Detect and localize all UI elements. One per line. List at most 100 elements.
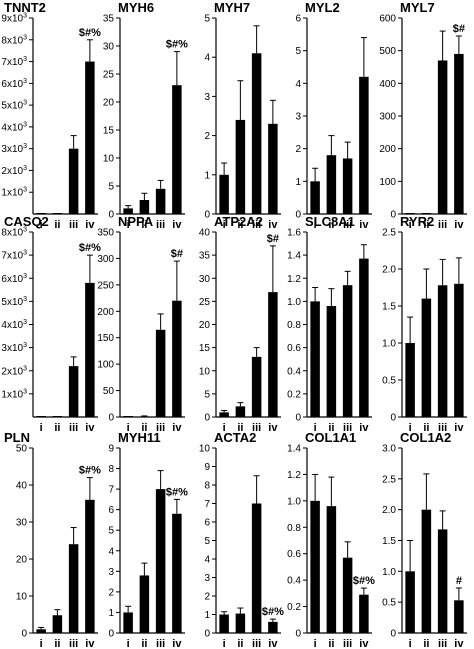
bar [219, 174, 229, 214]
y-tick-label: 40 [199, 228, 211, 239]
bar [172, 300, 182, 417]
bar [421, 509, 432, 633]
panel-title: MYH7 [214, 0, 250, 15]
y-tick-label: 0.2 [287, 389, 301, 400]
bar [437, 285, 448, 417]
y-tick-label: 1.2 [287, 274, 301, 285]
y-tick-label: 100 [379, 177, 396, 188]
y-tick-label: 30 [103, 42, 115, 53]
y-tick-exp: 3 [23, 121, 27, 128]
category-label: ii [141, 219, 147, 231]
y-tick-exp: 3 [23, 56, 27, 63]
y-tick-base: 3x10 [1, 144, 23, 155]
category-label: i [223, 422, 226, 434]
y-tick-label: 8x103 [1, 227, 27, 239]
panel-title: MYH6 [118, 0, 154, 15]
y-tick-base: 3x10 [1, 343, 23, 354]
category-label: iv [359, 219, 369, 231]
y-tick-label: 0.6 [287, 343, 301, 354]
panel-title: CASQ2 [4, 214, 49, 229]
y-tick-label: 0.6 [287, 549, 301, 560]
y-tick-label: 5 [204, 14, 210, 25]
category-label: iv [359, 422, 369, 434]
y-tick-label: 3 [108, 567, 114, 578]
category-label: iv [172, 422, 182, 434]
y-tick-label: 0.5 [382, 376, 396, 387]
y-tick-label: 3 [204, 92, 210, 103]
bar [251, 53, 262, 214]
significance-label: # [456, 575, 462, 587]
y-tick-base: 2x10 [1, 366, 23, 377]
y-tick-label: 2 [204, 131, 210, 142]
bar [123, 416, 133, 417]
y-tick-label: 0 [21, 629, 27, 640]
y-tick-base: 4x10 [1, 320, 23, 331]
category-label: iv [85, 638, 95, 649]
y-tick-label: 0.8 [287, 523, 301, 534]
panel-title: COL1A1 [305, 430, 356, 445]
bar [437, 60, 448, 214]
y-tick-label: 0 [108, 413, 114, 424]
y-tick-label: 0.4 [287, 576, 301, 587]
y-tick-label: 8x103 [1, 34, 27, 46]
bar [52, 416, 63, 417]
y-tick-base: 7x10 [1, 57, 23, 68]
y-tick-label: 8 [108, 464, 114, 475]
y-tick-label: 0 [390, 210, 396, 221]
y-tick-exp: 3 [23, 78, 27, 85]
y-tick-label: 100 [97, 360, 114, 371]
y-tick-label: 10 [103, 154, 115, 165]
bar [123, 208, 133, 214]
y-tick-label: 5 [108, 182, 114, 193]
y-tick-label: 2 [108, 587, 114, 598]
y-tick-label: 300 [379, 112, 396, 123]
panel-title: COL1A2 [400, 430, 451, 445]
y-tick-label: 9 [108, 444, 114, 455]
category-label: ii [328, 219, 334, 231]
y-tick-label: 20 [199, 320, 211, 331]
y-tick-label: 7x103 [1, 250, 27, 262]
y-tick-label: 350 [97, 228, 114, 239]
category-label: iv [172, 219, 182, 231]
category-label: iv [359, 638, 369, 649]
bar [85, 282, 95, 417]
bar [36, 629, 46, 633]
bar [139, 200, 150, 214]
y-tick-base: 9x10 [1, 14, 23, 25]
y-tick-label: 1.4 [287, 251, 301, 262]
y-tick-label: 1 [108, 608, 114, 619]
bar [36, 213, 46, 214]
y-tick-label: 1.0 [287, 297, 301, 308]
y-tick-label: 6 [108, 505, 114, 516]
bar [268, 123, 278, 214]
category-label: ii [423, 219, 429, 231]
bar [251, 356, 262, 417]
category-label: iii [252, 219, 261, 231]
category-label: ii [328, 638, 334, 649]
category-label: iv [172, 638, 182, 649]
y-tick-label: 4x103 [1, 319, 27, 331]
bar [85, 499, 95, 633]
significance-label: $#% [166, 39, 188, 51]
category-label: iii [438, 219, 447, 231]
y-tick-label: 1 [295, 177, 301, 188]
category-label: ii [237, 638, 243, 649]
panel-title: MYL7 [400, 0, 435, 15]
significance-label: $#% [79, 27, 101, 39]
bar [235, 613, 246, 633]
bar [268, 621, 278, 633]
y-tick-exp: 3 [23, 227, 27, 234]
bar [454, 283, 464, 417]
y-tick-label: 7x103 [1, 56, 27, 68]
y-tick-label: 6 [204, 518, 210, 529]
category-label: iv [454, 638, 464, 649]
y-tick-label: 1 [204, 170, 210, 181]
bar [326, 155, 337, 214]
y-tick-label: 250 [97, 280, 114, 291]
category-label: i [40, 638, 43, 649]
